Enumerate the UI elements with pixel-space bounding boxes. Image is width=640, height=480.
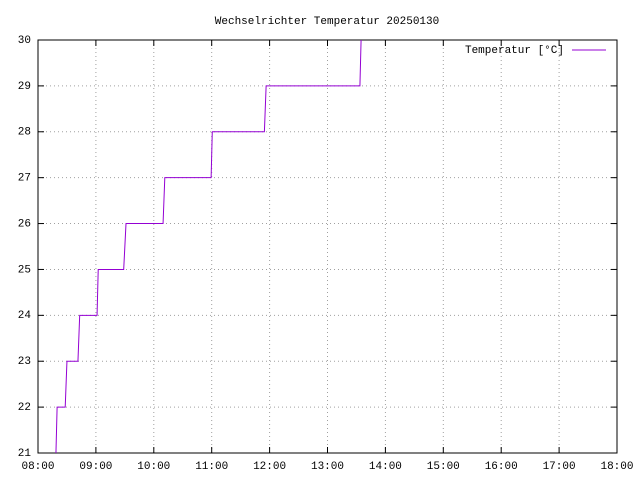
x-tick-label: 16:00 bbox=[485, 461, 518, 473]
y-tick-label: 29 bbox=[18, 81, 31, 93]
y-tick-label: 25 bbox=[18, 264, 31, 276]
y-tick-label: 22 bbox=[18, 402, 31, 414]
x-tick-label: 15:00 bbox=[427, 461, 460, 473]
y-tick-label: 24 bbox=[18, 310, 32, 322]
y-tick-label: 30 bbox=[18, 35, 31, 47]
x-tick-label: 14:00 bbox=[369, 461, 402, 473]
x-tick-label: 09:00 bbox=[79, 461, 112, 473]
x-tick-label: 08:00 bbox=[21, 461, 54, 473]
x-tick-label: 12:00 bbox=[253, 461, 286, 473]
y-tick-label: 21 bbox=[18, 448, 32, 460]
chart-title: Wechselrichter Temperatur 20250130 bbox=[215, 16, 439, 28]
y-tick-label: 27 bbox=[18, 173, 31, 185]
y-tick-label: 28 bbox=[18, 127, 31, 139]
y-tick-label: 26 bbox=[18, 218, 31, 230]
x-tick-label: 10:00 bbox=[137, 461, 170, 473]
x-tick-label: 13:00 bbox=[311, 461, 344, 473]
legend-label: Temperatur [°C] bbox=[465, 45, 564, 57]
x-tick-label: 18:00 bbox=[600, 461, 633, 473]
x-tick-label: 17:00 bbox=[543, 461, 576, 473]
plot-frame bbox=[37, 39, 618, 454]
x-tick-label: 11:00 bbox=[195, 461, 228, 473]
y-tick-label: 23 bbox=[18, 356, 31, 368]
series-line bbox=[55, 39, 362, 454]
